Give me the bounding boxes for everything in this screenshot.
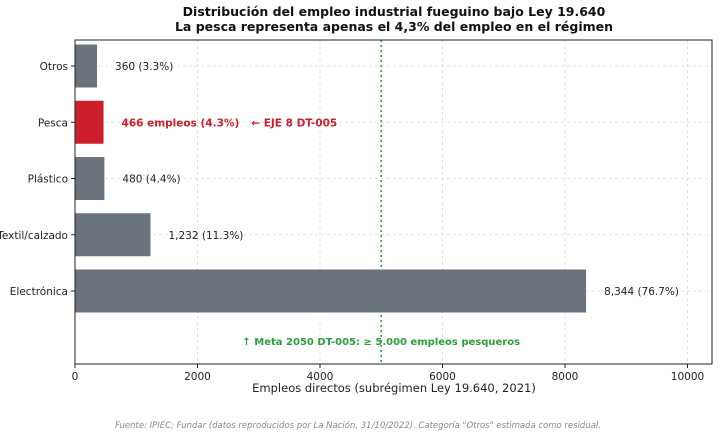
x-axis-label: Empleos directos (subrégimen Ley 19.640,… bbox=[252, 381, 536, 395]
x-tick-label: 10000 bbox=[671, 371, 704, 383]
x-tick-label: 2000 bbox=[184, 371, 211, 383]
bar-pesca bbox=[75, 100, 104, 144]
x-tick-label: 6000 bbox=[429, 371, 456, 383]
highlight-value-label: 466 empleos (4.3%) bbox=[122, 117, 240, 129]
bar-layer bbox=[75, 44, 587, 313]
grid-layer bbox=[74, 40, 712, 364]
bar-otros bbox=[75, 44, 98, 88]
y-tick-label: Pesca bbox=[38, 117, 68, 129]
bar-pl-stico bbox=[75, 157, 105, 200]
x-tick-label: 8000 bbox=[552, 371, 579, 383]
chart-title: Distribución del empleo industrial fuegu… bbox=[183, 4, 606, 19]
y-tick-label: Plástico bbox=[28, 174, 68, 186]
target-layer: ↑ Meta 2050 DT-005: ≥ 5.000 empleos pesq… bbox=[242, 40, 520, 364]
x-tick-label: 0 bbox=[72, 371, 79, 383]
label-layer: 8,344 (76.7%) 1,232 (11.3%) 480 (4.4%) 466 … bbox=[115, 61, 679, 298]
x-tick-label: 4000 bbox=[307, 371, 334, 383]
plot-frame bbox=[74, 39, 713, 365]
value-label: 480 (4.4%) bbox=[122, 174, 180, 186]
y-tick-label: Electrónica bbox=[10, 286, 68, 298]
target-line-label: ↑ Meta 2050 DT-005: ≥ 5.000 empleos pesq… bbox=[242, 337, 520, 348]
y-tick-label: Textil/calzado bbox=[0, 230, 68, 242]
bar-electr-nica bbox=[75, 269, 587, 313]
highlight-note: ← EJE 8 DT-005 bbox=[251, 117, 337, 129]
y-axis-ticks: Electrónica Textil/calzado Plástico Pesca Ot… bbox=[0, 61, 75, 298]
value-label: 360 (3.3%) bbox=[115, 61, 173, 73]
bar-textil-calzado bbox=[75, 213, 151, 257]
source-note: Fuente: IPIEC; Fundar (datos reproducido… bbox=[115, 420, 601, 431]
chart-subtitle: La pesca representa apenas el 4,3% del e… bbox=[175, 19, 613, 34]
value-label: 1,232 (11.3%) bbox=[168, 230, 243, 242]
y-tick-label: Otros bbox=[40, 61, 68, 73]
x-axis-ticks: 0 2000 4000 6000 8000 10000 bbox=[72, 364, 704, 383]
value-label: 8,344 (76.7%) bbox=[604, 286, 679, 298]
